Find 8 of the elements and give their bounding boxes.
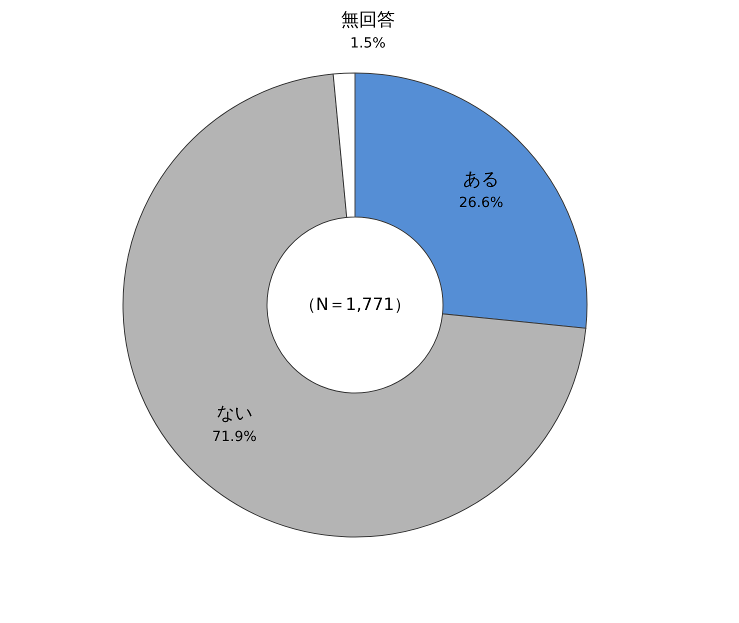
slice-label: ない: [216, 402, 252, 424]
data-label: 71.9%: [212, 428, 257, 445]
data-label: 1.5%: [350, 35, 386, 52]
slice-label: ある: [463, 168, 500, 190]
donut-slice: [122, 74, 586, 538]
text: （N＝1,771）: [298, 295, 412, 315]
slice-label: 無回答: [340, 9, 395, 30]
data-label: 26.6%: [458, 194, 504, 211]
